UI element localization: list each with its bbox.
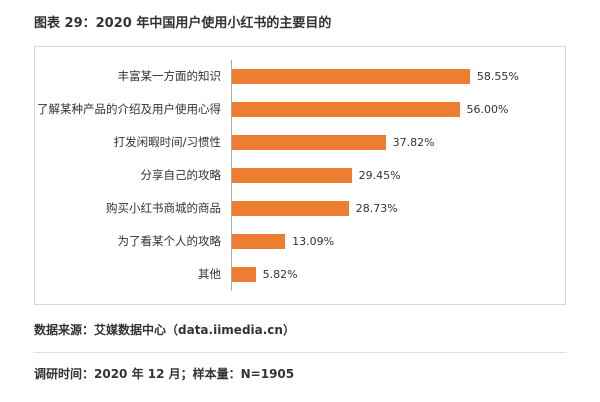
bar <box>232 233 286 249</box>
survey-info-text: 调研时间：2020 年 12 月；样本量：N=1905 <box>34 366 295 381</box>
plot-area: 37.82% <box>231 125 557 159</box>
plot-area: 58.55% <box>231 59 557 93</box>
chart-row: 了解某种产品的介绍及用户使用心得 56.00% <box>35 92 557 126</box>
bar <box>232 266 256 282</box>
category-label: 为了看某个人的攻略 <box>117 234 222 249</box>
bar <box>232 167 352 183</box>
value-label: 58.55% <box>476 69 519 83</box>
chart-row: 为了看某个人的攻略 13.09% <box>35 224 557 258</box>
category-label: 分享自己的攻略 <box>140 168 222 183</box>
plot-area: 29.45% <box>231 158 557 192</box>
bar <box>232 134 386 150</box>
category-label: 丰富某一方面的知识 <box>117 69 222 84</box>
value-label: 5.82% <box>262 267 298 281</box>
value-label: 13.09% <box>292 234 335 248</box>
bar <box>232 101 460 117</box>
plot-area: 13.09% <box>231 224 557 258</box>
category-label: 了解某种产品的介绍及用户使用心得 <box>37 102 221 117</box>
chart-row: 分享自己的攻略 29.45% <box>35 158 557 192</box>
bar <box>232 68 470 84</box>
value-label: 29.45% <box>358 168 401 182</box>
plot-area: 56.00% <box>231 92 557 126</box>
plot-area: 5.82% <box>231 257 557 291</box>
category-label: 打发闲暇时间/习惯性 <box>113 135 221 150</box>
data-source-text: 数据来源：艾媒数据中心（data.iimedia.cn） <box>34 322 295 337</box>
chart-row: 购买小红书商城的商品 28.73% <box>35 191 557 225</box>
value-label: 56.00% <box>466 102 509 116</box>
chart-rows: 丰富某一方面的知识 58.55% 了解某种产品的介绍及用户使用心得 56.00% 打发闲… <box>35 59 557 291</box>
divider-line <box>34 351 566 353</box>
value-label: 28.73% <box>355 201 398 215</box>
chart-title: 图表 29：2020 年中国用户使用小红书的主要目的 <box>34 16 332 31</box>
bar <box>232 200 349 216</box>
chart-row: 打发闲暇时间/习惯性 37.82% <box>35 125 557 159</box>
bar-chart: 丰富某一方面的知识 58.55% 了解某种产品的介绍及用户使用心得 56.00% 打发闲… <box>34 45 566 305</box>
category-label: 购买小红书商城的商品 <box>106 201 221 216</box>
chart-row: 其他 5.82% <box>35 257 557 291</box>
plot-area: 28.73% <box>231 191 557 225</box>
category-label: 其他 <box>198 267 221 282</box>
chart-row: 丰富某一方面的知识 58.55% <box>35 59 557 93</box>
value-label: 37.82% <box>392 135 435 149</box>
